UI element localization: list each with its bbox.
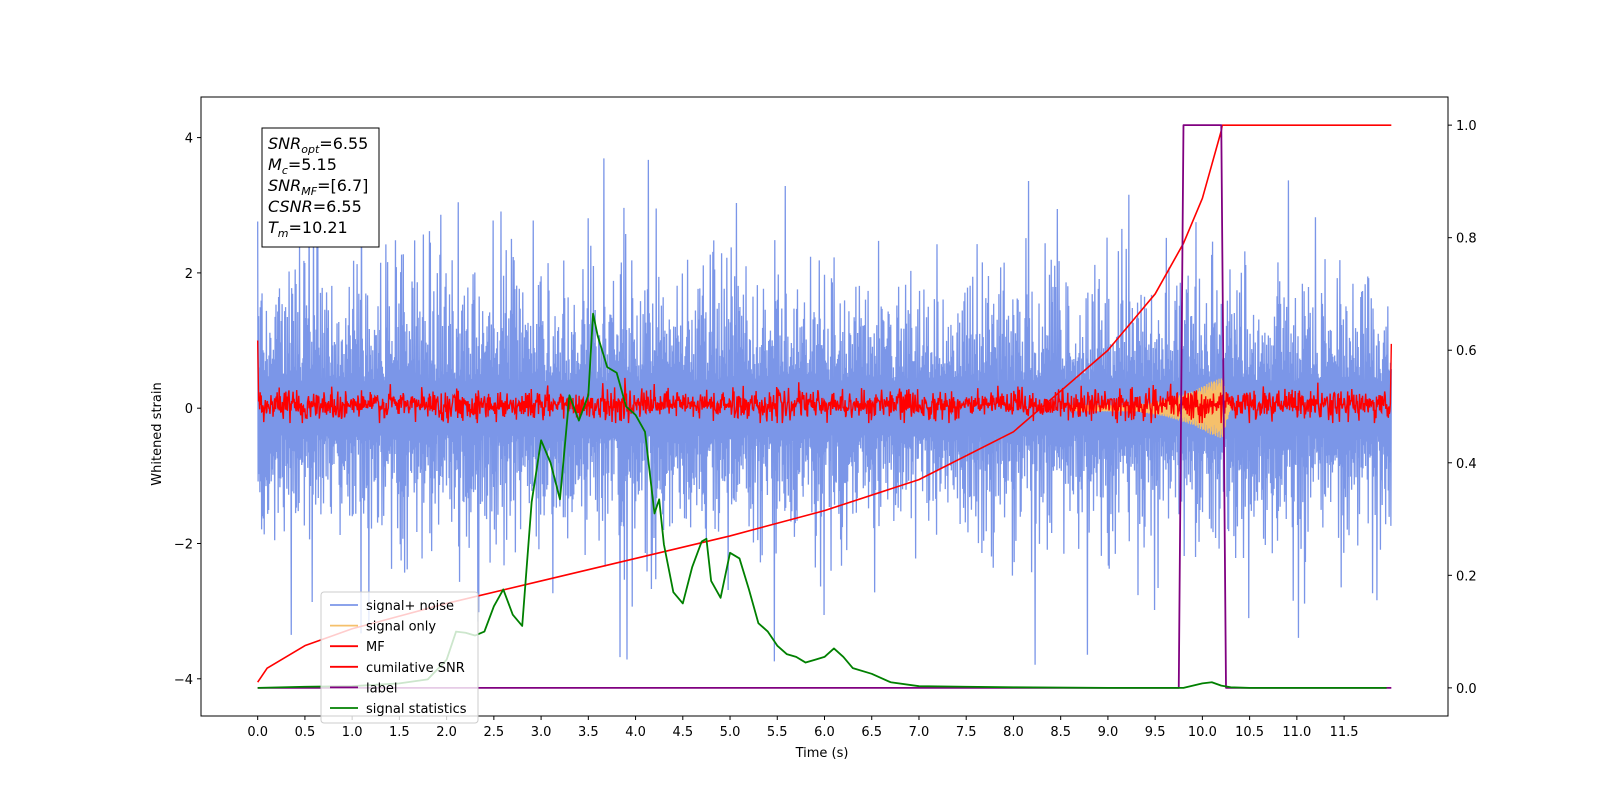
series-mf: [256, 340, 1393, 424]
legend: signal+ noise signal only MF cumilative SNR…: [320, 591, 479, 724]
x-tick-label: 2.5: [484, 725, 505, 740]
x-tick-label: 4.5: [672, 725, 693, 740]
y-left-tick-label: 2: [185, 267, 193, 282]
annotation-line: SNRMF=[6.7]: [268, 176, 368, 198]
annotation-symbol: SNR: [268, 176, 301, 195]
x-tick-label: 11.0: [1282, 725, 1311, 740]
x-tick-label: 4.0: [625, 725, 646, 740]
y-right-tick-label: 0.8: [1456, 232, 1477, 247]
x-tick-label: 5.0: [720, 725, 741, 740]
legend-label: signal statistics: [366, 702, 467, 717]
annotation-value: =[6.7]: [317, 176, 368, 195]
series-signal-statistics: [257, 312, 1387, 689]
legend-label: MF: [366, 640, 385, 655]
x-tick-label: 10.0: [1188, 725, 1217, 740]
y-right-tick-label: 0.6: [1456, 344, 1477, 359]
series-signal-noise: [257, 139, 1392, 665]
annotation-frame: [261, 127, 380, 248]
annotation-subscript: c: [282, 164, 288, 177]
x-tick-label: 10.5: [1235, 725, 1264, 740]
x-tick-label: 5.5: [767, 725, 788, 740]
annotation-value: =5.15: [288, 155, 337, 174]
y-axis-right: 1.0 0.8 0.6 0.4 0.2 0.0: [1448, 119, 1477, 697]
x-tick-label: 3.0: [531, 725, 552, 740]
x-tick-label: 2.0: [436, 725, 457, 740]
x-tick-label: 0.0: [247, 725, 268, 740]
y-left-tick-label: −2: [174, 537, 193, 552]
annotation-line: CSNR=6.55: [268, 197, 362, 216]
x-tick-label: 7.0: [909, 725, 930, 740]
y-right-tick-label: 0.2: [1456, 569, 1477, 584]
annotation-line: SNRopt=6.55: [268, 134, 368, 156]
y-right-tick-label: 0.4: [1456, 457, 1477, 472]
y-right-tick-label: 0.0: [1456, 682, 1477, 697]
x-tick-label: 3.5: [578, 725, 599, 740]
annotation-symbol: T: [268, 218, 279, 237]
annotation-line: Mc=5.15: [268, 155, 337, 177]
x-tick-label: 1.5: [389, 725, 410, 740]
x-tick-label: 6.5: [861, 725, 882, 740]
x-tick-label: 8.5: [1050, 725, 1071, 740]
y-axis-label: Whitened strain: [150, 382, 165, 485]
x-tick-label: 1.0: [342, 725, 363, 740]
x-tick-label: 6.0: [814, 725, 835, 740]
y-left-tick-label: −4: [174, 673, 193, 688]
annotation-value: =6.55: [319, 134, 368, 153]
annotation-value: =6.55: [313, 197, 362, 216]
annotation-symbol: SNR: [268, 134, 301, 153]
legend-label: label: [366, 681, 397, 696]
x-axis: 0.0 0.5 1.0 1.5 2.0 2.5 3.0 3.5 4.0 4.5 5.0 5.5 6.0 6…: [247, 716, 1359, 740]
annotation-symbol: CSNR: [268, 197, 313, 216]
legend-label: cumilative SNR: [366, 661, 465, 676]
y-axis-left: 4 2 0 −2 −4: [174, 132, 201, 688]
x-tick-label: 9.0: [1098, 725, 1119, 740]
x-tick-label: 11.5: [1330, 725, 1359, 740]
y-left-tick-label: 0: [185, 402, 193, 417]
annotation-subscript: m: [278, 227, 289, 240]
x-tick-label: 0.5: [295, 725, 316, 740]
stats-annotation-box: SNRopt=6.55Mc=5.15SNRMF=[6.7]CSNR=6.55Tm…: [261, 127, 380, 248]
annotation-symbol: M: [268, 155, 282, 174]
legend-label: signal only: [366, 620, 436, 635]
annotation-subscript: MF: [301, 185, 317, 198]
x-tick-label: 9.5: [1145, 725, 1166, 740]
annotation-line: Tm=10.21: [268, 218, 348, 240]
annotation-value: =10.21: [289, 218, 348, 237]
y-left-tick-label: 4: [185, 132, 193, 147]
annotation-subscript: opt: [301, 143, 320, 156]
legend-label: signal+ noise: [366, 599, 454, 614]
legend-frame: [320, 591, 479, 724]
x-tick-label: 8.0: [1003, 725, 1024, 740]
y-right-tick-label: 1.0: [1456, 119, 1477, 134]
x-axis-label: Time (s): [795, 746, 849, 761]
x-tick-label: 7.5: [956, 725, 977, 740]
